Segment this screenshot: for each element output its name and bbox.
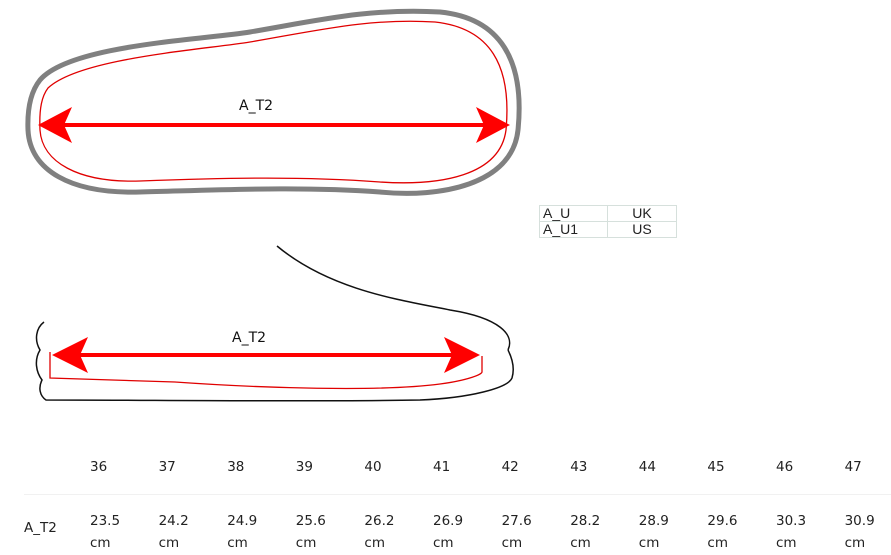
length-cell: 28.2 cm	[570, 510, 600, 554]
length-value: 26.9	[433, 513, 464, 529]
length-cell: 24.9 cm	[227, 510, 257, 554]
side-view-sole	[35, 245, 514, 402]
table-row: A_U1 US	[539, 221, 677, 238]
size-header: 42	[501, 459, 519, 475]
length-unit: cm	[364, 535, 385, 551]
size-header: 36	[90, 459, 108, 475]
shoe-diagrams	[25, 8, 522, 402]
size-header: 45	[707, 459, 725, 475]
length-value: 25.6	[295, 513, 326, 529]
arrow-head-right	[476, 107, 510, 143]
length-unit: cm	[295, 535, 317, 551]
size-header: 47	[844, 459, 862, 475]
insole-line	[49, 352, 483, 390]
table-row: A_U UK	[539, 205, 677, 222]
length-cell: 28.9 cm	[639, 510, 669, 554]
code-key: A_U	[539, 205, 608, 222]
length-unit: cm	[433, 535, 454, 551]
side-measure-label: A_T2	[232, 330, 267, 346]
length-value: 24.9	[227, 513, 258, 529]
length-value: 26.2	[364, 513, 395, 529]
length-unit: cm	[776, 535, 797, 551]
size-header: 41	[433, 459, 451, 475]
size-header: 40	[364, 459, 382, 475]
length-value: 29.6	[707, 513, 738, 529]
size-header: 39	[295, 459, 313, 475]
size-header: 44	[638, 459, 656, 475]
size-chart: A_T2 36 23.5 cm 37 24.2 cm 38 24.9 cm 39 25.6 cm 40 2…	[0, 450, 891, 555]
sole-outline	[25, 8, 522, 196]
length-cell: 26.2 cm	[364, 510, 394, 554]
length-cell: 29.6 cm	[707, 510, 737, 554]
code-key: A_U1	[539, 221, 608, 238]
length-unit: cm	[158, 535, 180, 551]
length-value: 23.5	[90, 513, 121, 529]
length-unit: cm	[707, 535, 728, 551]
length-unit: cm	[570, 535, 591, 551]
length-unit: cm	[227, 535, 248, 551]
code-value: US	[607, 221, 677, 238]
size-header: 46	[776, 459, 794, 475]
length-cell: 25.6 cm	[296, 510, 326, 554]
size-header: 38	[227, 459, 245, 475]
length-value: 28.2	[570, 513, 601, 529]
row-divider	[24, 494, 891, 495]
length-value: 30.3	[776, 513, 807, 529]
length-cell: 30.9 cm	[845, 510, 875, 554]
size-header: 43	[570, 459, 588, 475]
size-header: 37	[158, 459, 176, 475]
size-system-table: A_U UK A_U1 US	[539, 205, 677, 238]
upper-curve	[276, 245, 511, 351]
length-cell: 30.3 cm	[776, 510, 806, 554]
length-cell: 27.6 cm	[502, 510, 532, 554]
row-label: A_T2	[24, 520, 57, 536]
length-unit: cm	[501, 535, 523, 551]
length-unit: cm	[844, 535, 866, 551]
length-value: 24.2	[158, 513, 189, 529]
top-view-sole	[25, 8, 522, 196]
length-cell: 23.5 cm	[90, 510, 120, 554]
sole-side-outline	[35, 321, 514, 402]
length-unit: cm	[90, 535, 111, 551]
top-measure-label: A_T2	[239, 98, 274, 114]
length-value: 30.9	[844, 513, 875, 529]
arrow-head-left	[38, 107, 72, 143]
length-unit: cm	[638, 535, 660, 551]
length-value: 28.9	[638, 513, 669, 529]
length-cell: 24.2 cm	[159, 510, 189, 554]
length-cell: 26.9 cm	[433, 510, 463, 554]
arrow-head-right	[444, 337, 480, 373]
length-value: 27.6	[501, 513, 532, 529]
sole-inner-line	[39, 20, 508, 184]
arrow-head-left	[52, 337, 88, 373]
code-value: UK	[607, 205, 677, 222]
